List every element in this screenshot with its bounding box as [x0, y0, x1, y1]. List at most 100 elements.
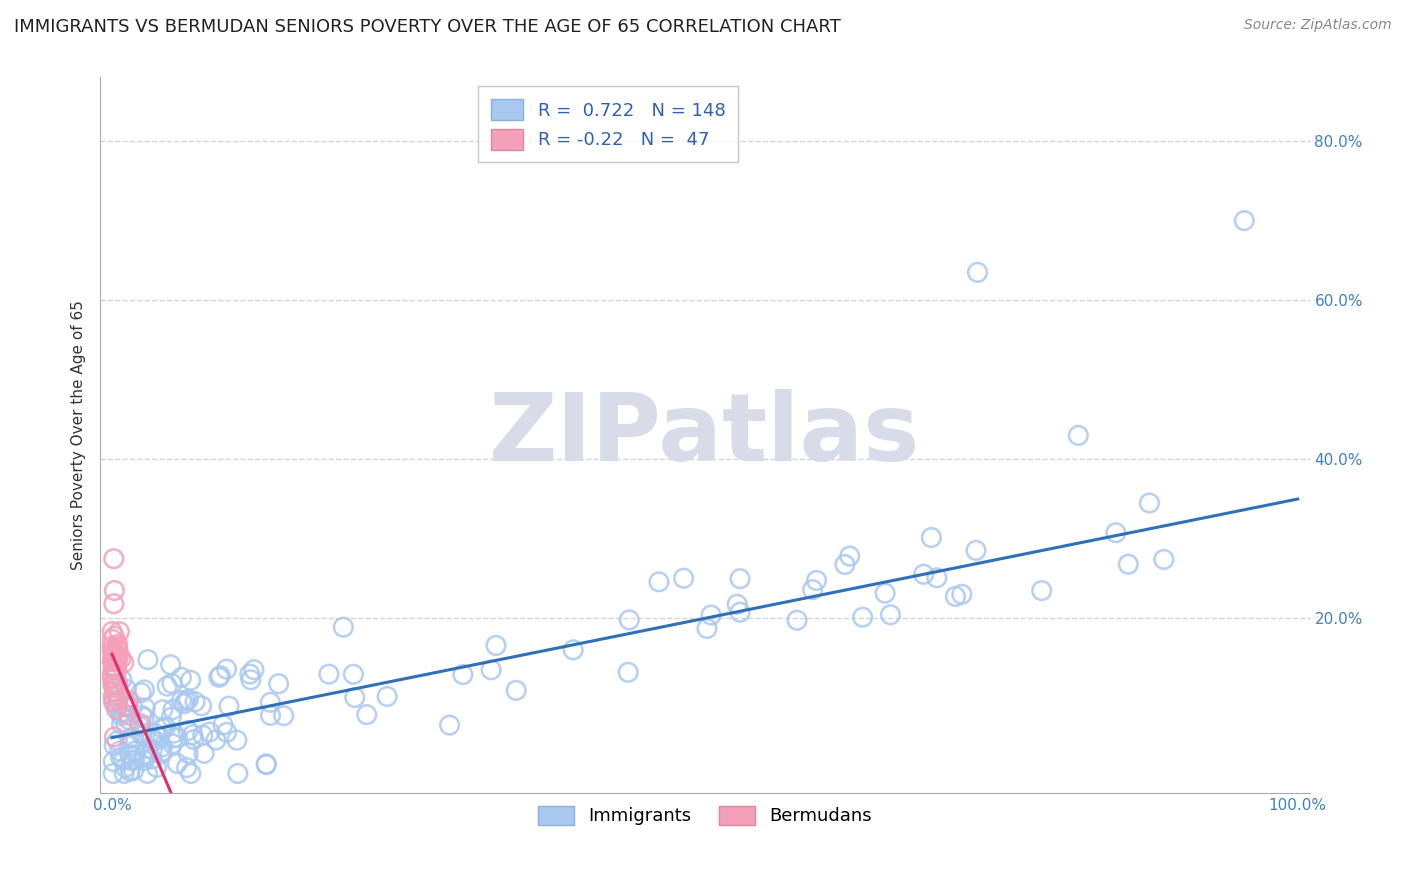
Point [259, 695, 281, 709]
Point [101, 639, 124, 653]
Point [134, 682, 156, 697]
Point [193, 747, 215, 761]
Point [110, 705, 132, 719]
Point [160, 710, 183, 724]
Point [122, 764, 145, 778]
Point [852, 610, 875, 624]
Point [124, 744, 146, 758]
Point [105, 734, 128, 748]
Point [105, 698, 128, 712]
Point [208, 670, 231, 684]
Point [332, 620, 354, 634]
Point [225, 733, 247, 747]
Legend: Immigrants, Bermudans: Immigrants, Bermudans [529, 797, 880, 834]
Point [505, 683, 527, 698]
Point [226, 766, 249, 780]
Point [111, 717, 134, 731]
Point [107, 637, 129, 651]
Point [134, 701, 156, 715]
Text: ZIPatlas: ZIPatlas [489, 390, 921, 482]
Point [183, 732, 205, 747]
Point [107, 690, 129, 705]
Point [149, 747, 172, 761]
Point [728, 605, 751, 619]
Point [243, 663, 266, 677]
Point [696, 622, 718, 636]
Point [111, 673, 134, 687]
Point [134, 750, 156, 764]
Point [132, 711, 155, 725]
Point [107, 653, 129, 667]
Point [103, 597, 125, 611]
Point [118, 731, 141, 746]
Point [1116, 558, 1139, 572]
Point [177, 723, 200, 738]
Point [1067, 428, 1090, 442]
Point [150, 739, 173, 754]
Point [451, 667, 474, 681]
Point [103, 730, 125, 744]
Point [114, 760, 136, 774]
Point [115, 681, 138, 696]
Point [117, 699, 139, 714]
Point [141, 731, 163, 746]
Point [112, 753, 135, 767]
Point [170, 670, 193, 684]
Point [101, 654, 124, 668]
Point [107, 648, 129, 663]
Point [143, 733, 166, 747]
Point [103, 694, 125, 708]
Point [254, 756, 277, 771]
Point [105, 640, 128, 655]
Point [141, 743, 163, 757]
Point [121, 731, 143, 746]
Point [166, 731, 188, 745]
Point [101, 650, 124, 665]
Point [110, 651, 132, 665]
Point [190, 698, 212, 713]
Point [267, 676, 290, 690]
Point [103, 646, 125, 660]
Point [273, 708, 295, 723]
Point [619, 613, 641, 627]
Point [107, 678, 129, 692]
Point [112, 699, 135, 714]
Point [150, 721, 173, 735]
Point [180, 673, 202, 688]
Point [728, 572, 751, 586]
Point [162, 737, 184, 751]
Point [107, 688, 129, 702]
Point [120, 747, 142, 762]
Point [105, 661, 128, 675]
Point [136, 653, 159, 667]
Point [103, 659, 125, 673]
Point [101, 678, 124, 692]
Point [170, 693, 193, 707]
Point [136, 766, 159, 780]
Point [101, 655, 124, 669]
Point [103, 697, 125, 711]
Point [129, 716, 152, 731]
Point [343, 690, 366, 705]
Point [672, 571, 695, 585]
Point [875, 586, 897, 600]
Point [239, 673, 262, 687]
Point [215, 662, 238, 676]
Text: IMMIGRANTS VS BERMUDAN SENIORS POVERTY OVER THE AGE OF 65 CORRELATION CHART: IMMIGRANTS VS BERMUDAN SENIORS POVERTY O… [14, 18, 841, 36]
Point [136, 741, 159, 756]
Point [209, 668, 232, 682]
Point [103, 648, 125, 663]
Point [103, 551, 125, 566]
Point [108, 744, 131, 758]
Point [700, 607, 723, 622]
Point [112, 766, 135, 780]
Point [114, 718, 136, 732]
Point [205, 733, 228, 747]
Point [143, 726, 166, 740]
Point [162, 702, 184, 716]
Point [101, 662, 124, 676]
Point [725, 597, 748, 611]
Point [101, 624, 124, 639]
Point [950, 587, 973, 601]
Point [356, 707, 378, 722]
